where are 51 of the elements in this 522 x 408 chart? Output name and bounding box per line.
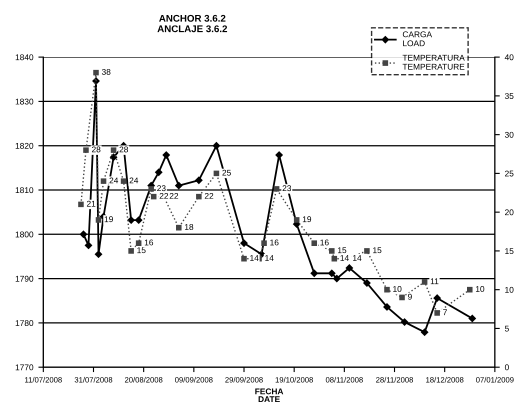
y2-tick-label: 40 <box>504 54 514 60</box>
y2-tick-label: 25 <box>504 170 514 176</box>
y2-tick-label: 20 <box>504 209 514 216</box>
data-label: 14 <box>265 255 274 261</box>
data-label: 28 <box>120 146 128 152</box>
y-tick-label: 1790 <box>16 276 34 282</box>
data-label: 24 <box>110 177 118 184</box>
data-label: 14 <box>340 255 349 261</box>
y2-tick-label: 5 <box>504 326 509 332</box>
data-label: 25 <box>222 170 231 176</box>
y2-tick-label: 15 <box>505 248 514 254</box>
y-tick-label: 1840 <box>16 54 34 60</box>
data-label: 9 <box>408 294 412 300</box>
chart-title: ANCHOR 3.6.2 ANCLAJE 3.6.2 <box>157 14 228 32</box>
y-tick-label: 1770 <box>16 364 34 370</box>
data-label: 14 <box>353 255 362 261</box>
data-label: 22 <box>204 192 214 199</box>
y-tick-label: 1820 <box>16 142 34 149</box>
data-label: 11 <box>430 278 438 284</box>
y-tick-label: 1800 <box>16 232 34 238</box>
data-label: 14 <box>250 255 259 261</box>
y-tick-label: 1810 <box>16 187 34 194</box>
data-label: 16 <box>270 240 279 246</box>
legend-label: TEMPERATURA TEMPERATURE <box>402 54 465 70</box>
data-label: 16 <box>320 240 329 246</box>
y2-tick-label: 35 <box>504 93 514 99</box>
data-label: 15 <box>338 247 346 254</box>
data-label: 28 <box>92 146 100 152</box>
data-label: 10 <box>393 286 402 292</box>
y2-tick-label: 30 <box>504 132 514 138</box>
y-tick-label: 1830 <box>16 98 34 105</box>
data-label: 19 <box>302 216 312 222</box>
y2-tick-label: 0 <box>504 364 509 370</box>
data-label: 23 <box>282 185 292 192</box>
x-axis-title: FECHA DATE <box>255 388 284 402</box>
data-label: 15 <box>137 247 146 254</box>
data-label: 22 <box>170 192 178 199</box>
data-label: 23 <box>157 185 166 192</box>
data-label: 15 <box>373 247 382 254</box>
data-label: 38 <box>102 68 110 75</box>
data-label: 19 <box>104 216 113 222</box>
y2-tick-label: 10 <box>505 286 514 293</box>
data-label: 22 <box>160 192 168 199</box>
legend-label: CARGA LOAD <box>402 31 432 46</box>
y-tick-label: 1780 <box>16 320 34 326</box>
data-label: 24 <box>130 177 138 184</box>
data-label: 18 <box>184 224 194 230</box>
data-label: 16 <box>144 240 154 246</box>
data-label: 10 <box>476 286 484 292</box>
data-label: 21 <box>86 200 96 207</box>
data-label: 7 <box>443 309 447 316</box>
